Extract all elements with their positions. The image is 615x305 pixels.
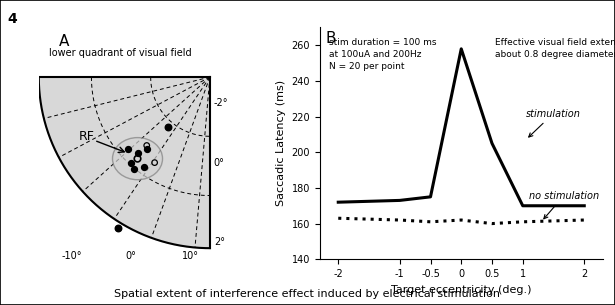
Text: Spatial extent of interference effect induced by electrical stimulation: Spatial extent of interference effect in… <box>114 289 501 299</box>
Point <box>149 160 159 165</box>
Ellipse shape <box>113 138 162 180</box>
Text: 0°: 0° <box>214 158 224 168</box>
Y-axis label: Saccadic Latency (ms): Saccadic Latency (ms) <box>276 80 286 206</box>
Text: lower quadrant of visual field: lower quadrant of visual field <box>49 48 192 58</box>
Text: 0°: 0° <box>125 251 137 261</box>
Text: stim duration = 100 ms
at 100uA and 200Hz
N = 20 per point: stim duration = 100 ms at 100uA and 200H… <box>329 38 437 71</box>
Point <box>133 151 143 156</box>
Text: A: A <box>58 34 69 48</box>
Text: stimulation: stimulation <box>526 109 581 137</box>
Text: RF: RF <box>78 130 94 143</box>
Point <box>129 167 138 172</box>
Point <box>142 147 152 152</box>
Text: Effective visual field extent is
about 0.8 degree diameter: Effective visual field extent is about 0… <box>495 38 615 59</box>
Polygon shape <box>39 77 210 248</box>
Point <box>124 147 133 152</box>
Point <box>142 143 152 148</box>
Text: B: B <box>326 31 336 46</box>
Text: no stimulation: no stimulation <box>529 191 599 219</box>
X-axis label: Target eccentricity (deg.): Target eccentricity (deg.) <box>391 285 531 295</box>
Point <box>163 125 173 130</box>
Text: 10°: 10° <box>181 251 199 261</box>
Point <box>126 160 136 165</box>
Point <box>133 156 143 161</box>
Text: -2°: -2° <box>214 99 228 108</box>
Text: -10°: -10° <box>62 251 82 261</box>
Text: 4: 4 <box>7 12 17 26</box>
Point <box>113 226 122 231</box>
Text: 2°: 2° <box>214 237 225 246</box>
Point <box>139 164 149 169</box>
